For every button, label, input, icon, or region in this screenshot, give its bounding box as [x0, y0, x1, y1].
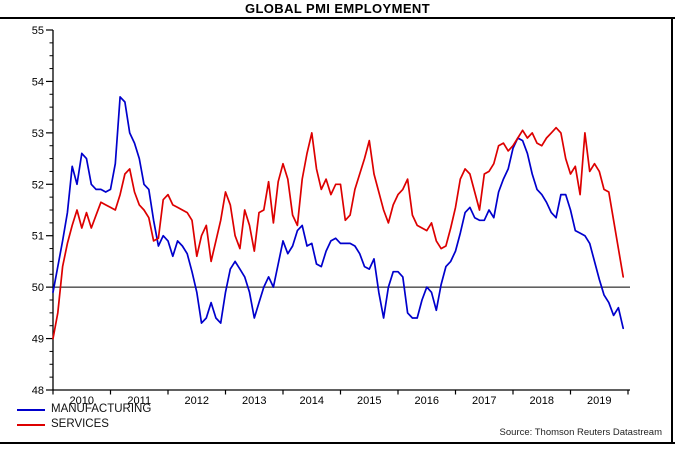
y-axis-label: 50 [32, 282, 44, 294]
x-axis-label: 2019 [587, 395, 611, 407]
manufacturing-line-swatch [17, 409, 45, 411]
legend-label-manufacturing: MANUFACTURING [51, 403, 152, 415]
title-divider-line [0, 17, 675, 19]
source-attribution: Source: Thomson Reuters Datastream [499, 427, 662, 438]
y-axis-label: 51 [32, 231, 44, 243]
right-border-line [671, 17, 673, 444]
series-line-services [52, 126, 625, 340]
x-axis-label: 2012 [185, 395, 209, 407]
x-axis-label: 2011 [127, 395, 151, 407]
y-axis-label: 55 [32, 25, 44, 37]
x-axis-label: 2010 [70, 395, 94, 407]
y-axis-label: 53 [32, 128, 44, 140]
x-axis-label: 2018 [530, 395, 554, 407]
y-axis-label: 49 [32, 334, 44, 346]
x-axis-label: 2016 [415, 395, 439, 407]
y-axis-label: 52 [32, 179, 44, 191]
services-line-swatch [17, 424, 45, 426]
y-axis-label: 48 [32, 385, 44, 397]
legend-label-services: SERVICES [51, 418, 109, 430]
series-line-manufacturing [52, 96, 625, 330]
x-axis-label: 2015 [357, 395, 381, 407]
x-axis-label: 2014 [300, 395, 324, 407]
x-axis-label: 2013 [242, 395, 266, 407]
bottom-border-line [0, 442, 675, 444]
chart-title: GLOBAL PMI EMPLOYMENT [244, 1, 431, 16]
x-axis-label: 2017 [472, 395, 496, 407]
y-axis-label: 54 [32, 76, 44, 88]
